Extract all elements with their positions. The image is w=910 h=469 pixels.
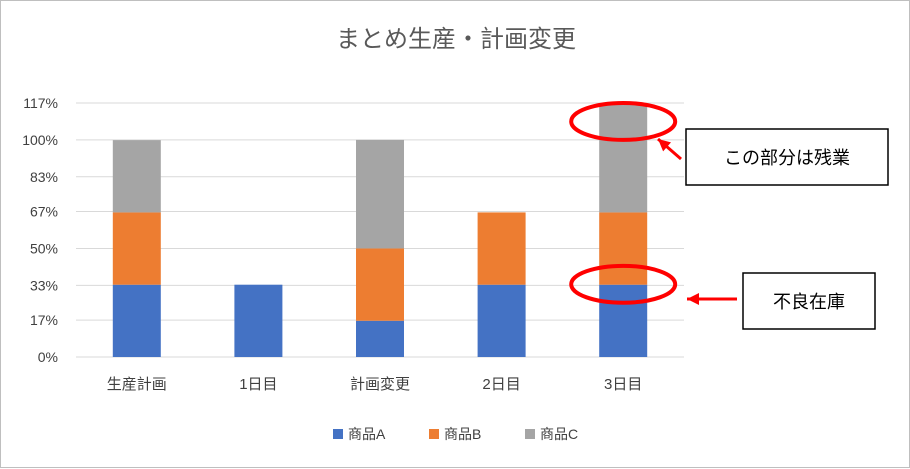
callout-arrowhead <box>658 139 671 152</box>
x-tick-label: 計画変更 <box>350 376 410 393</box>
highlight-ellipse <box>569 263 678 305</box>
highlight-ellipse <box>569 101 678 142</box>
legend-label: 商品C <box>540 426 578 442</box>
y-tick-label: 83% <box>30 169 58 185</box>
bar-segment <box>356 320 404 357</box>
chart-title: まとめ生産・計画変更 <box>336 26 576 53</box>
y-tick-label: 50% <box>30 240 58 256</box>
legend-swatch <box>333 429 343 439</box>
bar-segment <box>112 140 161 213</box>
y-tick-label: 17% <box>30 312 58 328</box>
legend-label: 商品A <box>348 426 386 442</box>
bar-segment <box>356 248 404 321</box>
callout-text: この部分は残業 <box>724 148 850 168</box>
bars <box>112 103 648 357</box>
y-axis: 0% 17% 33% 50% 67% 83% 100% 117% <box>22 95 58 365</box>
legend-swatch <box>525 429 535 439</box>
callout-arrowhead <box>687 293 699 305</box>
legend: 商品A 商品B 商品C <box>333 426 578 442</box>
bar-segment <box>477 284 526 357</box>
callout-box <box>742 272 876 330</box>
y-tick-label: 33% <box>30 277 58 293</box>
bar-segment <box>477 212 526 285</box>
x-tick-label: 2日目 <box>482 376 520 393</box>
x-axis: 生産計画 1日目 計画変更 2日目 3日目 <box>107 376 643 393</box>
bar-segment <box>599 284 648 357</box>
bar-segment <box>356 139 404 249</box>
x-tick-label: 生産計画 <box>107 376 167 393</box>
x-tick-label: 1日目 <box>239 376 277 393</box>
bar-segment <box>112 212 161 285</box>
y-tick-label: 117% <box>23 95 58 111</box>
callout-text: 不良在庫 <box>773 292 845 312</box>
legend-label: 商品B <box>444 426 481 442</box>
callout-box <box>685 128 889 186</box>
bar-segment <box>112 284 161 357</box>
x-tick-label: 3日目 <box>604 376 642 393</box>
legend-swatch <box>429 429 439 439</box>
bar-segment <box>599 103 648 213</box>
bar-segment <box>599 212 648 285</box>
bar-segment <box>234 284 283 357</box>
y-tick-label: 100% <box>22 132 58 148</box>
y-tick-label: 0% <box>38 349 58 365</box>
y-tick-label: 67% <box>30 204 58 220</box>
